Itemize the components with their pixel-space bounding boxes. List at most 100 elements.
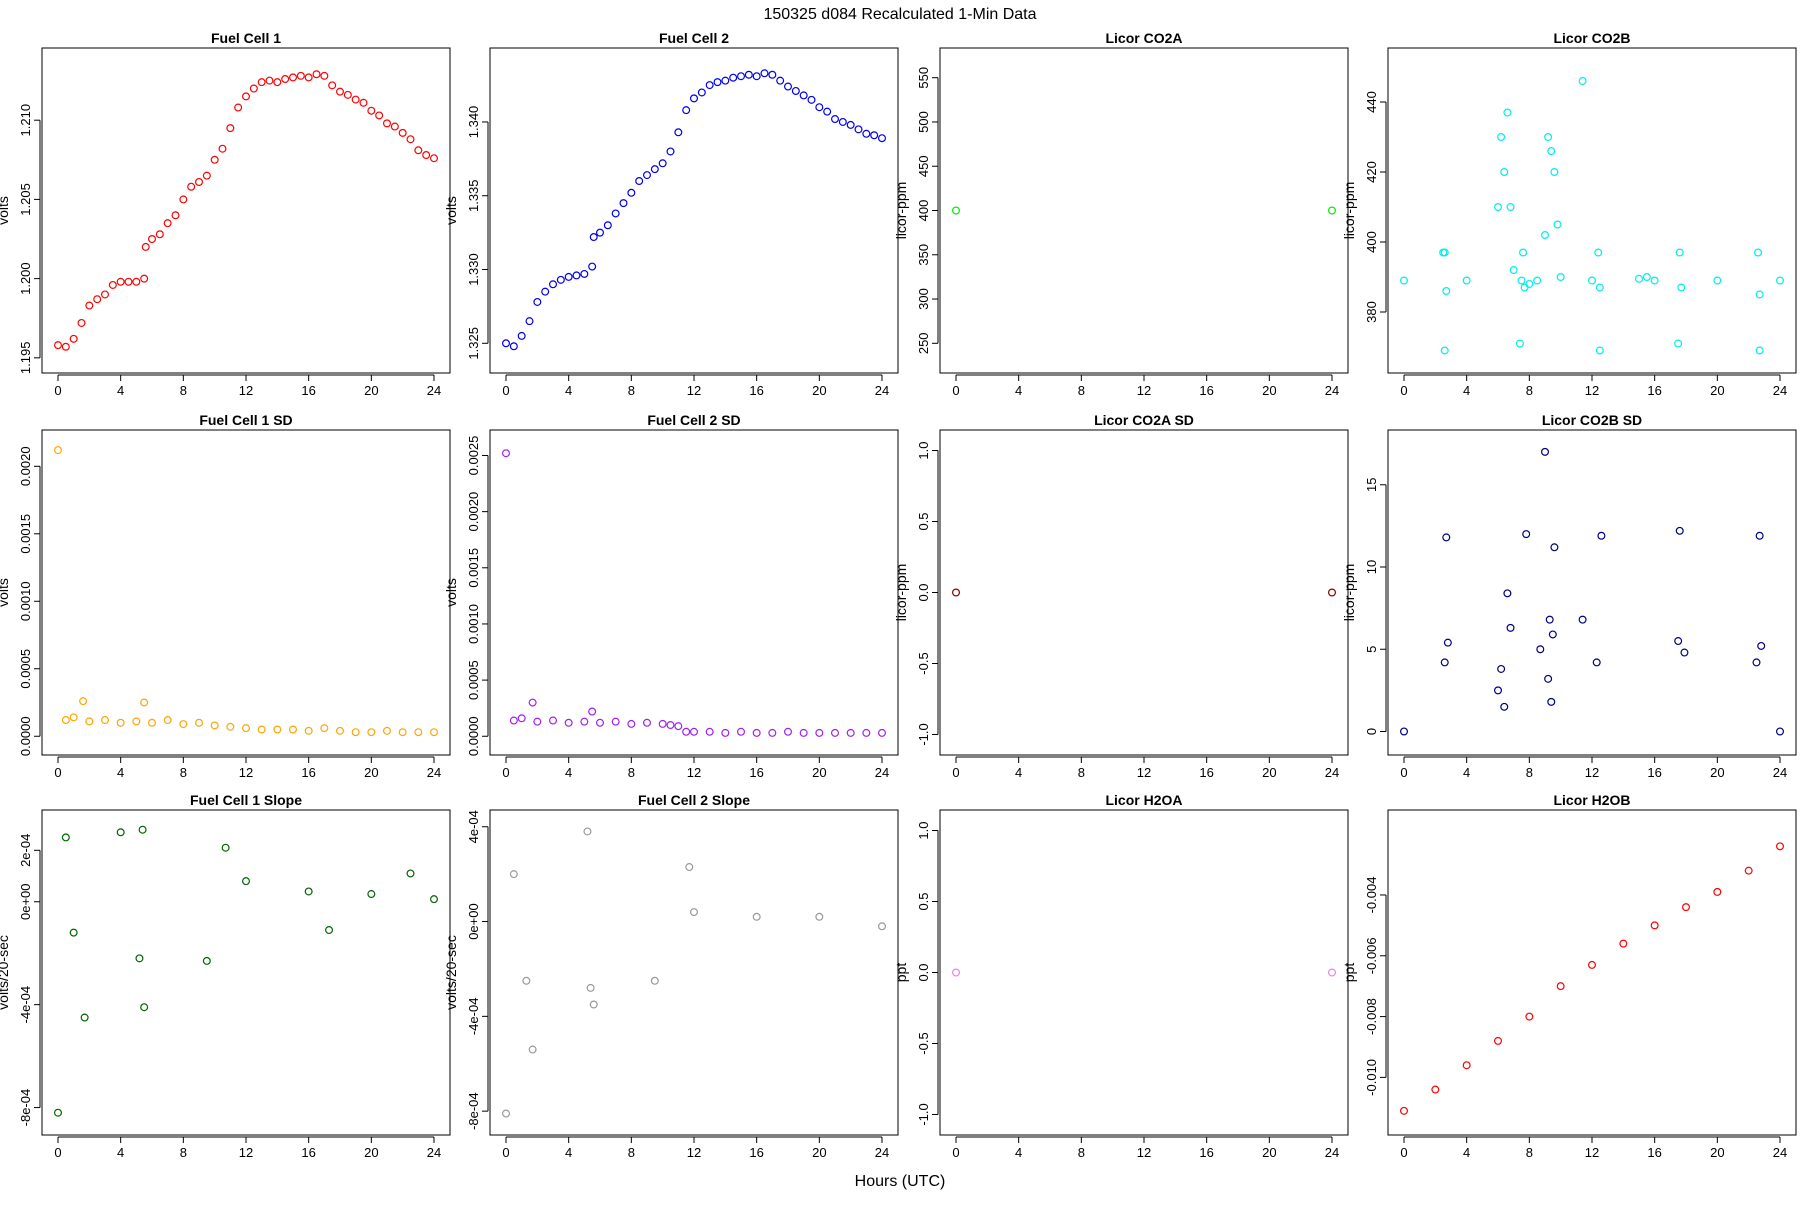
- data-point: [877, 728, 886, 737]
- data-point: [406, 869, 415, 878]
- data-points: [1399, 447, 1784, 736]
- y-tick-label: 300: [916, 288, 931, 310]
- y-tick-label: 1.325: [466, 327, 481, 360]
- y-tick-label: 0.0010: [18, 581, 33, 621]
- data-point: [721, 76, 730, 85]
- data-point: [325, 926, 334, 935]
- data-point: [1493, 203, 1502, 212]
- y-tick-label: 0e+00: [466, 903, 481, 940]
- plot-frame: [489, 47, 899, 374]
- x-tick-label: 4: [117, 383, 124, 398]
- data-point: [414, 146, 423, 155]
- data-point: [304, 887, 313, 896]
- data-point: [383, 726, 392, 735]
- shared-x-axis-label: Hours (UTC): [855, 1173, 946, 1190]
- chart-panel-5: Fuel Cell 1 SD volts 0 4 8 12 16 20 24 0.0000 0.00…: [0, 412, 451, 780]
- data-point: [320, 71, 329, 80]
- y-tick-label: 0: [1364, 728, 1379, 735]
- x-tick-label: 24: [1325, 383, 1339, 398]
- data-point: [336, 87, 345, 96]
- x-tick-label: 0: [502, 1145, 509, 1160]
- data-point: [689, 94, 698, 103]
- y-axis-label: volts: [443, 578, 459, 607]
- y-axis-label: ppt: [1341, 963, 1357, 983]
- data-point: [611, 717, 620, 726]
- data-point: [1587, 276, 1596, 285]
- data-point: [768, 70, 777, 79]
- data-point: [1550, 168, 1559, 177]
- data-point: [1755, 290, 1764, 299]
- x-tick-label: 24: [1773, 383, 1787, 398]
- y-tick-label: -4e-04: [18, 986, 33, 1024]
- data-point: [343, 90, 352, 99]
- chart-panel-3: Licor CO2A licor-ppm 0 4 8 12 16 20 24 250 300 350 4…: [893, 30, 1349, 398]
- x-tick-label: 0: [1400, 765, 1407, 780]
- plot-frame: [939, 429, 1349, 756]
- data-point: [1550, 543, 1559, 552]
- data-point: [1744, 866, 1753, 875]
- data-point: [85, 717, 94, 726]
- data-point: [1775, 727, 1784, 736]
- data-point: [116, 828, 125, 837]
- data-point: [1462, 1061, 1471, 1070]
- x-tick-label: 4: [1463, 765, 1470, 780]
- data-point: [1442, 533, 1451, 542]
- data-points: [1399, 842, 1784, 1115]
- data-point: [721, 728, 730, 737]
- data-points: [1399, 76, 1784, 355]
- data-point: [1517, 276, 1526, 285]
- y-tick-label: 250: [916, 332, 931, 354]
- data-point: [502, 1109, 511, 1118]
- y-tick-label: 1.330: [466, 253, 481, 286]
- data-point: [195, 177, 204, 186]
- x-tick-label: 8: [180, 383, 187, 398]
- x-tick-label: 4: [117, 1145, 124, 1160]
- data-point: [61, 716, 70, 725]
- x-tick-label: 12: [239, 765, 253, 780]
- data-point: [736, 727, 745, 736]
- y-tick-label: 2e-04: [18, 834, 33, 867]
- y-axis-label: volts: [0, 578, 11, 607]
- data-point: [61, 833, 70, 842]
- data-point: [1681, 903, 1690, 912]
- y-tick-label: 0.0: [916, 583, 931, 601]
- x-tick-label: 0: [54, 1145, 61, 1160]
- x-tick-label: 0: [1400, 383, 1407, 398]
- data-point: [877, 134, 886, 143]
- data-point: [1592, 658, 1601, 667]
- y-axis-label: licor-ppm: [1341, 182, 1357, 240]
- y-tick-label: 15: [1364, 478, 1379, 492]
- x-tick-label: 16: [301, 1145, 315, 1160]
- data-point: [589, 233, 598, 242]
- data-point: [226, 722, 235, 731]
- x-tick-label: 20: [1710, 765, 1724, 780]
- data-point: [1675, 248, 1684, 257]
- data-point: [1547, 697, 1556, 706]
- data-point: [1525, 280, 1534, 289]
- x-tick-label: 4: [565, 765, 572, 780]
- data-point: [53, 341, 62, 350]
- data-point: [257, 725, 266, 734]
- x-tick-label: 24: [427, 383, 441, 398]
- data-point: [807, 95, 816, 104]
- y-tick-label: -4e-04: [466, 998, 481, 1036]
- data-point: [823, 107, 832, 116]
- data-point: [430, 895, 439, 904]
- y-tick-label: 400: [1364, 231, 1379, 253]
- x-tick-label: 8: [628, 765, 635, 780]
- data-point: [674, 722, 683, 731]
- data-point: [951, 968, 960, 977]
- data-point: [862, 129, 871, 138]
- data-point: [1462, 276, 1471, 285]
- x-tick-label: 4: [1463, 1145, 1470, 1160]
- data-point: [179, 195, 188, 204]
- x-tick-label: 16: [301, 383, 315, 398]
- data-point: [242, 877, 251, 886]
- x-tick-label: 20: [812, 383, 826, 398]
- x-tick-label: 20: [1262, 765, 1276, 780]
- data-point: [685, 863, 694, 872]
- data-point: [509, 870, 518, 879]
- y-tick-label: -8e-04: [466, 1092, 481, 1130]
- x-tick-label: 4: [565, 1145, 572, 1160]
- data-point: [242, 724, 251, 733]
